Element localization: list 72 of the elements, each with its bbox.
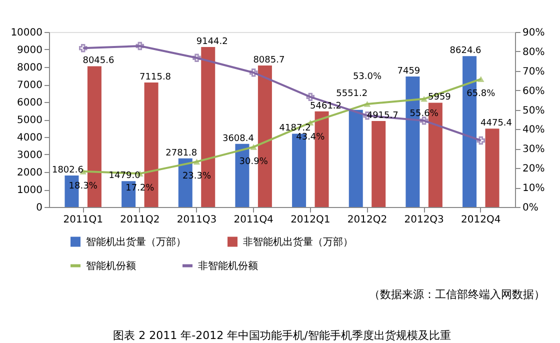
data-label: 17.2% [126,184,155,194]
y-tick-label: 5000 [17,115,42,126]
x-tick-label: 2011Q2 [120,214,160,226]
data-label: 8045.6 [82,56,114,66]
x-tick-label: 2012Q4 [461,214,501,226]
point [192,54,201,62]
data-label: 3608.4 [222,134,254,144]
y-tick-label: 8000 [17,62,42,74]
data-label: 7459 [397,66,420,76]
point [478,76,484,82]
text: （数据来源：工信部终端入网数据） [369,288,545,301]
point [420,96,428,102]
point [420,116,428,125]
text: 图表 2 2011 年-2012 年中国功能手机/智能手机季度出货规模及比重 [113,329,451,342]
y2-tick-label: 30% [522,144,545,156]
y-tick-label: 7000 [17,80,42,91]
data-label: 5959 [428,92,452,103]
legend-label: 智能机份额 [86,260,136,272]
y2-tick-label: 80% [522,46,545,58]
y2-tick-label: 0% [522,202,538,214]
point [364,101,371,107]
y2-tick-label: 50% [522,105,545,116]
legend-label: 智能机出货量（万部） [86,236,186,248]
data-label: 23.3% [182,172,212,182]
point [136,42,144,50]
data-label: 8624.6 [450,46,482,56]
y-tick-label: 6000 [17,98,42,108]
x-tick-label: 2012Q1 [290,214,330,226]
x-tick-label: 2011Q4 [234,214,274,226]
y2-tick-label: 40% [522,124,545,136]
point [193,158,200,165]
y-tick-label: 4000 [17,132,42,144]
legend-label: 非智能机份额 [198,260,258,272]
point [78,44,88,52]
data-label: 4475.4 [480,118,512,129]
data-label: 8085.7 [253,56,285,66]
y2-tick-label: 10% [522,183,545,194]
data-label: 1802.6 [52,165,84,176]
y-tick-label: 1000 [17,185,42,196]
y2-tick-label: 70% [522,66,545,78]
y-tick-label: 2000 [17,168,42,178]
y2-tick-label: 60% [522,86,545,97]
x-tick-label: 2012Q3 [404,214,444,226]
data-label: 9144.2 [196,36,228,47]
data-label: 7115.8 [140,72,172,82]
data-label: 18.3% [68,181,98,192]
point [476,136,486,145]
point [306,92,315,102]
y2-tick-label: 20% [522,164,545,175]
y-tick-label: 9000 [17,45,42,56]
data-label: 55.6% [410,108,439,119]
data-label: 5461.2 [310,101,342,112]
y-tick-label: 0 [36,202,42,214]
data-label: 30.9% [239,156,268,167]
x-tick-label: 2011Q3 [176,214,217,226]
data-label: 1479.0 [108,171,141,182]
data-label: 53.0% [352,72,382,82]
legend-label: 非智能机出货量（万部） [243,236,353,248]
data-label: 2781.8 [166,148,198,158]
point [250,144,257,150]
data-label: 4915.7 [366,110,398,121]
y2-tick-label: 90% [522,28,545,38]
point [249,68,258,77]
data-label: 5551.2 [336,88,368,99]
bar [348,110,363,207]
x-tick-label: 2012Q2 [347,214,388,226]
y-tick-label: 3000 [17,150,42,161]
y-tick-label: 10000 [10,28,42,38]
data-label: 43.4% [296,132,326,143]
bar [372,120,386,207]
x-tick-label: 2011Q1 [63,214,103,226]
bar [485,128,500,207]
